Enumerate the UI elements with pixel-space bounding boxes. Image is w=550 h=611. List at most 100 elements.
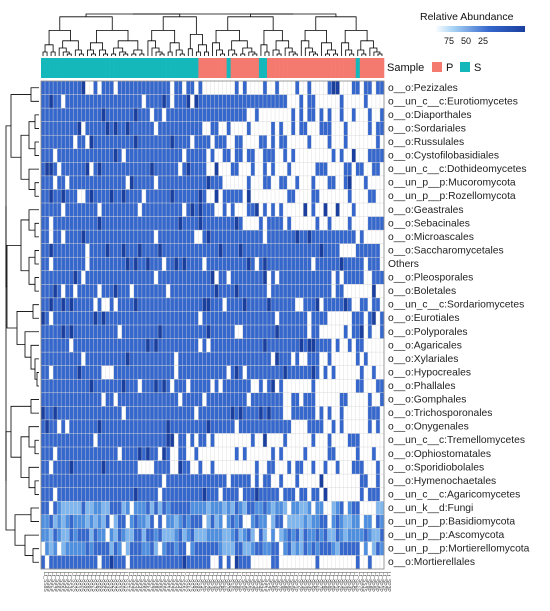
heatmap-cell	[81, 108, 86, 122]
sample-annotation-cell	[73, 58, 78, 78]
heatmap-cell	[153, 352, 159, 366]
heatmap-cell	[283, 501, 288, 516]
heatmap-cell	[246, 148, 252, 163]
dendrogram-branch	[30, 507, 39, 522]
heatmap-cell	[121, 379, 127, 394]
heatmap-cell	[375, 528, 381, 543]
heatmap-cell	[93, 81, 98, 95]
heatmap-cell	[133, 162, 139, 177]
dendrogram-branch	[59, 16, 113, 31]
heatmap-cell	[174, 419, 179, 434]
heatmap-cell	[323, 338, 328, 353]
heatmap-cell	[262, 541, 268, 556]
heatmap-cell	[254, 514, 260, 529]
heatmap-cell	[141, 447, 147, 461]
heatmap-cell	[45, 257, 50, 272]
heatmap-cell	[129, 474, 135, 488]
heatmap-cell	[250, 297, 256, 312]
heatmap-cell	[190, 243, 195, 258]
heatmap-cell	[351, 555, 357, 570]
heatmap-cell	[85, 284, 90, 299]
heatmap-cell	[93, 311, 98, 326]
heatmap-cell	[129, 203, 135, 217]
heatmap-cell	[307, 406, 312, 421]
heatmap-cell	[279, 108, 284, 122]
heatmap-cell	[295, 81, 300, 95]
heatmap-cell	[266, 541, 272, 556]
heatmap-cell	[53, 447, 58, 461]
heatmap-cell	[162, 501, 167, 516]
column-label: Lt_SP6P	[272, 572, 278, 592]
heatmap-cell	[153, 406, 159, 421]
heatmap-cell	[190, 392, 195, 407]
heatmap-cell	[202, 81, 207, 95]
heatmap-cell	[93, 379, 98, 394]
column-label: Lt_SP3P	[385, 572, 391, 592]
sample-annotation-cell	[254, 58, 260, 78]
heatmap-cell	[351, 541, 357, 556]
dendrogram-branch	[48, 30, 71, 45]
dendrogram-branch	[24, 534, 39, 556]
heatmap-cell	[331, 94, 336, 109]
heatmap-cell	[351, 352, 357, 366]
heatmap-cell	[226, 311, 231, 326]
heatmap-cell	[279, 121, 284, 136]
heatmap-cell	[45, 81, 50, 95]
heatmap-cell	[311, 297, 316, 312]
heatmap-cell	[319, 406, 324, 421]
heatmap-cell	[339, 447, 344, 461]
heatmap-cell	[327, 81, 332, 95]
heatmap-cell	[355, 338, 361, 353]
heatmap-cell	[250, 81, 256, 95]
heatmap-cell	[61, 528, 66, 543]
heatmap-cell	[347, 311, 353, 326]
heatmap-cell	[141, 528, 147, 543]
heatmap-cell	[210, 541, 215, 556]
heatmap-cell	[77, 447, 82, 461]
heatmap-cell	[178, 94, 183, 109]
heatmap-cell	[371, 148, 377, 163]
heatmap-cell	[89, 203, 94, 217]
heatmap-cell	[69, 406, 74, 421]
heatmap-cell	[303, 216, 308, 231]
heatmap-cell	[343, 501, 348, 516]
heatmap-cell	[202, 541, 207, 556]
heatmap-cell	[125, 419, 131, 434]
heatmap-cell	[133, 460, 139, 475]
heatmap-cell	[145, 81, 151, 95]
heatmap-cell	[57, 230, 62, 244]
heatmap-cell	[69, 433, 74, 448]
heatmap-cell	[117, 148, 123, 163]
row-label: o__o:Gomphales	[388, 395, 466, 406]
heatmap-cell	[323, 406, 328, 421]
heatmap-cell	[319, 121, 324, 136]
dendrogram-branch	[131, 53, 137, 56]
heatmap-cell	[262, 311, 268, 326]
heatmap-cell	[93, 541, 98, 556]
heatmap-cell	[363, 392, 369, 407]
heatmap-cell	[137, 555, 143, 570]
heatmap-cell	[190, 148, 195, 163]
heatmap-cell	[113, 175, 118, 190]
heatmap-cell	[258, 338, 264, 353]
heatmap-cell	[170, 284, 175, 299]
heatmap-cell	[311, 501, 316, 516]
heatmap-cell	[57, 379, 62, 394]
heatmap-cell	[379, 419, 385, 434]
heatmap-cell	[69, 419, 74, 434]
heatmap-cell	[178, 148, 183, 163]
heatmap-cell	[335, 121, 340, 136]
heatmap-cell	[311, 243, 316, 258]
heatmap-cell	[230, 230, 235, 244]
sample-annotation-cell	[77, 58, 82, 78]
dendrogram-branch	[28, 466, 39, 489]
heatmap-cell	[65, 447, 70, 461]
heatmap-cell	[327, 175, 332, 190]
heatmap-cell	[375, 297, 381, 312]
heatmap-cell	[262, 406, 268, 421]
heatmap-cell	[109, 203, 114, 217]
heatmap-cell	[218, 433, 223, 448]
heatmap-cell	[141, 148, 147, 163]
heatmap-cell	[166, 433, 171, 448]
column-label: Lt_SS2S	[111, 572, 117, 592]
